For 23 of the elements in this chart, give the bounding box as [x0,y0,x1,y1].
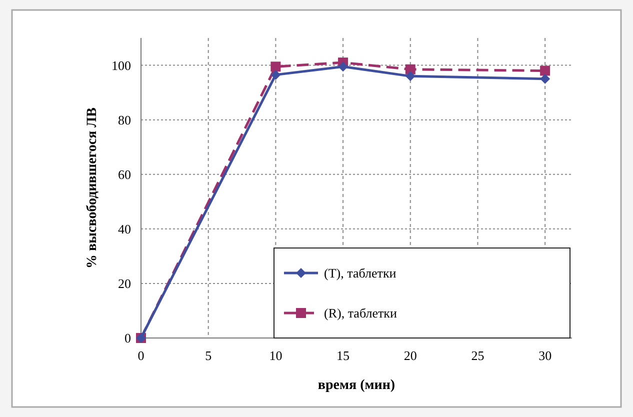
x-axis-title: время (мин) [318,378,396,393]
y-tick-label: 0 [124,330,131,346]
y-tick-label: 80 [118,112,131,128]
y-tick-label: 60 [118,166,131,182]
point [540,74,550,84]
x-tick-label: 15 [336,348,350,363]
y-tick-label: 100 [112,58,131,73]
x-tick-label: 25 [471,348,484,363]
x-tick-label: 0 [138,348,144,363]
x-tick-label: 20 [404,348,417,363]
legend-label: (T), таблетки [324,266,396,281]
point [540,66,550,76]
point [270,62,281,72]
x-tick-label: 10 [269,348,282,363]
legend-label: (R), таблетки [324,306,397,321]
point [270,70,281,80]
y-tick-label: 40 [118,221,131,236]
x-tick-label: 30 [538,348,552,363]
point [405,71,416,82]
y-tick-label: 20 [118,276,131,292]
y-axis-title: % высвободившегося ЛВ [85,108,100,268]
point [338,62,348,72]
x-tick-label: 5 [205,348,212,363]
